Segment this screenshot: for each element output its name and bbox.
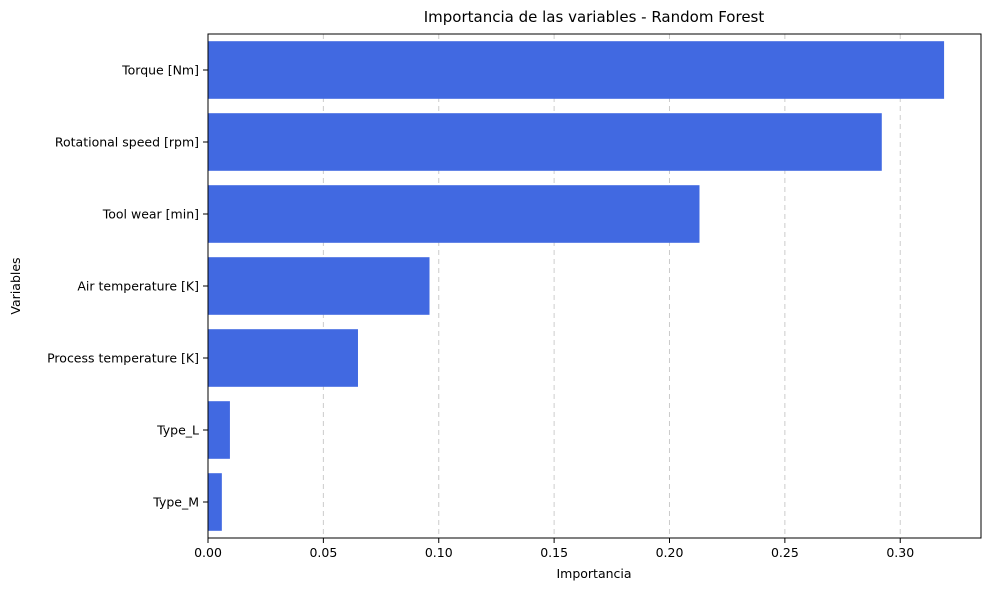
bar-torque-nm (208, 41, 945, 99)
y-tick-label: Rotational speed [rpm] (55, 135, 199, 150)
bar-tool-wear-min (208, 185, 700, 243)
y-tick-label: Type_L (156, 423, 199, 438)
bar-rotational-speed-rpm (208, 113, 882, 171)
x-tick-label: 0.20 (656, 545, 684, 560)
y-tick-label: Air temperature [K] (77, 279, 199, 294)
y-tick-label: Type_M (152, 495, 199, 510)
y-axis-label: Variables (8, 257, 23, 314)
bars (208, 41, 945, 531)
bar-process-temperature-k (208, 329, 358, 387)
y-tick-label: Tool wear [min] (102, 207, 199, 222)
y-tick-label: Torque [Nm] (121, 63, 199, 78)
x-tick-label: 0.05 (309, 545, 337, 560)
x-tick-label: 0.25 (771, 545, 799, 560)
x-axis-label: Importancia (556, 566, 631, 581)
bar-type-l (208, 401, 230, 459)
x-tick-label: 0.10 (425, 545, 453, 560)
chart-title: Importancia de las variables - Random Fo… (424, 8, 765, 26)
bar-type-m (208, 473, 222, 531)
x-tick-label: 0.15 (540, 545, 568, 560)
x-tick-label: 0.00 (194, 545, 222, 560)
bar-air-temperature-k (208, 257, 430, 315)
x-tick-label: 0.30 (886, 545, 914, 560)
y-tick-label: Process temperature [K] (47, 351, 199, 366)
x-axis-ticks: 0.00 0.05 0.10 0.15 0.20 0.25 0.30 (194, 538, 914, 560)
y-axis-ticks: Torque [Nm] Rotational speed [rpm] Tool we… (47, 63, 208, 510)
